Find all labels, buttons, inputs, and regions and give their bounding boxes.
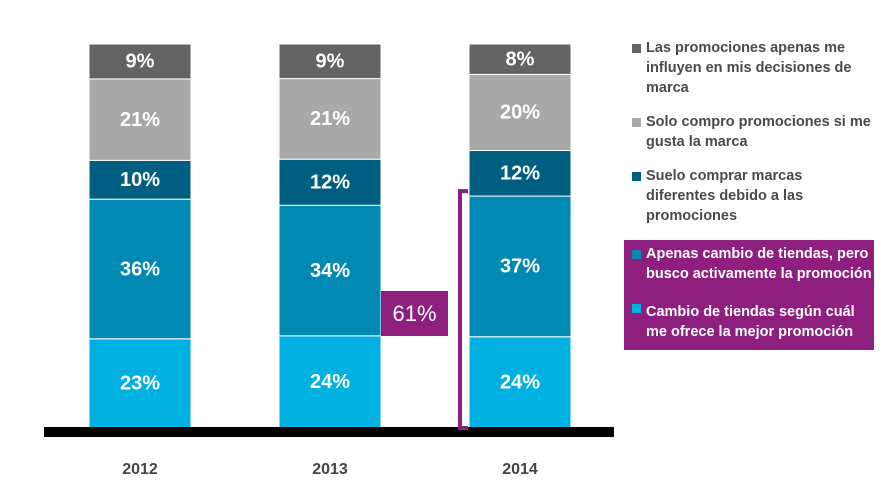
bar-segment-2014-s3 (468, 73, 572, 151)
bar-segment-2013-s4 (278, 43, 382, 80)
legend-swatch-icon (632, 304, 641, 313)
legend-swatch-icon (632, 44, 641, 53)
data-label-2012-s0: 23% (120, 373, 160, 395)
data-label-2012-s2: 10% (120, 169, 160, 191)
data-label-2012-s3: 21% (120, 109, 160, 131)
annotation-61-percent: 61% (381, 291, 448, 336)
legend-label: Cambio de tiendas según cuál me ofrece l… (646, 304, 855, 340)
bar-segment-2014-s2 (468, 149, 572, 197)
legend-swatch-icon (632, 172, 641, 181)
bars-layer: 23% 36% 10% 21% 9% 24% 34% 12% 21% 9% 24% 37% 12% 20%… (88, 43, 572, 429)
legend-label: Apenas cambio de tiendas, pero busco act… (646, 246, 872, 282)
data-label-2013-s1: 34% (310, 260, 350, 282)
legend-item-switch-brands: Suelo comprar marcas diferentes debido a… (624, 166, 874, 226)
legend-item-brand-only: Solo compro promociones si me gusta la m… (624, 112, 874, 152)
bracket-line (458, 189, 468, 430)
data-label-2013-s0: 24% (310, 371, 350, 393)
data-label-2012-s1: 36% (120, 258, 160, 280)
bar-segment-2014-s4 (468, 43, 572, 75)
legend-label: Solo compro promociones si me gusta la m… (646, 114, 871, 150)
data-label-2014-s0: 24% (500, 372, 540, 394)
legend-item-seek-promotion: Apenas cambio de tiendas, pero busco act… (624, 240, 874, 294)
data-label-2012-s4: 9% (126, 51, 155, 73)
data-label-2013-s4: 9% (316, 51, 345, 73)
legend-swatch-icon (632, 250, 641, 259)
bar-segment-2013-s3 (278, 78, 382, 160)
legend-label: Suelo comprar marcas diferentes debido a… (646, 168, 804, 224)
data-label-2014-s4: 8% (506, 48, 535, 70)
x-axis-baseline (44, 427, 614, 437)
legend: Las promociones apenas me influyen en mi… (624, 38, 874, 350)
x-tick-label-2013: 2013 (312, 461, 348, 478)
legend-item-switch-stores: Cambio de tiendas según cuál me ofrece l… (624, 294, 874, 350)
bar-segment-2012-s1 (88, 198, 192, 340)
x-tick-label-2014: 2014 (502, 461, 538, 478)
legend-label: Las promociones apenas me influyen en mi… (646, 40, 852, 96)
bar-segment-2014-s0 (468, 336, 572, 429)
annotation-bracket (458, 189, 468, 430)
x-axis-labels: 2012 2013 2014 (122, 461, 538, 478)
data-label-2013-s3: 21% (310, 108, 350, 130)
bar-segment-2013-s1 (278, 204, 382, 337)
data-label-2014-s2: 12% (500, 163, 540, 185)
bar-segment-2012-s0 (88, 338, 192, 429)
data-label-2014-s3: 20% (500, 102, 540, 124)
legend-swatch-icon (632, 118, 641, 127)
bar-segment-2012-s2 (88, 159, 192, 200)
bar-segment-2012-s4 (88, 43, 192, 80)
legend-item-no-influence: Las promociones apenas me influyen en mi… (624, 38, 874, 98)
data-label-2014-s1: 37% (500, 256, 540, 278)
data-label-2013-s2: 12% (310, 172, 350, 194)
bar-segment-2013-s0 (278, 335, 382, 429)
bar-segment-2014-s1 (468, 195, 572, 338)
x-tick-label-2012: 2012 (122, 461, 158, 478)
